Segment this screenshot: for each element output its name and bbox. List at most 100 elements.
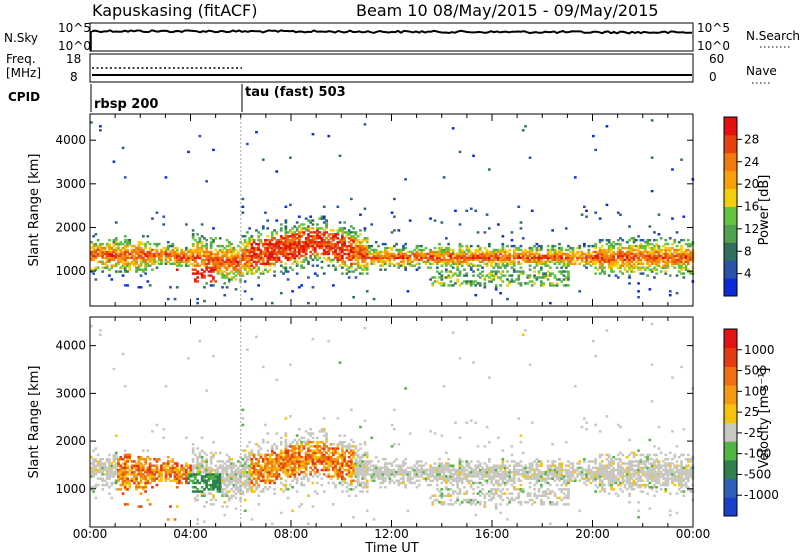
- velocity-cell: [108, 492, 111, 495]
- power-cell: [185, 223, 188, 225]
- velocity-cell: [434, 495, 437, 498]
- velocity-cell: [101, 465, 104, 468]
- velocity-cell: [115, 482, 118, 485]
- power-cell: [194, 239, 197, 241]
- velocity-cell: [169, 505, 172, 508]
- velocity-cell: [228, 482, 231, 485]
- velocity-cell: [251, 452, 254, 455]
- velocity-cell: [400, 469, 403, 472]
- power-cell: [391, 247, 394, 249]
- power-cell: [556, 282, 559, 284]
- power-cell: [664, 270, 667, 272]
- velocity-cell: [275, 469, 278, 472]
- velocity-cell: [370, 469, 373, 472]
- velocity-cell: [352, 462, 355, 465]
- velocity-cell: [140, 462, 143, 465]
- velocity-cell: [305, 473, 308, 476]
- velocity-cell: [235, 477, 238, 480]
- power-cell: [549, 282, 552, 284]
- velocity-cell: [124, 449, 127, 452]
- velocity-cell: [332, 503, 335, 506]
- power-cell: [266, 235, 269, 237]
- power-cell: [101, 243, 104, 245]
- velocity-cell: [291, 441, 294, 444]
- beam-date-title: Beam 10 08/May/2015 - 09/May/2015: [356, 1, 659, 20]
- power-cell: [128, 257, 131, 259]
- power-cell: [678, 270, 681, 272]
- velocity-cell: [341, 456, 344, 459]
- freq-label: Freq.: [6, 52, 36, 66]
- power-cell: [676, 245, 679, 247]
- velocity-cell: [199, 340, 202, 343]
- power-cell: [678, 253, 681, 255]
- velocity-cell: [350, 439, 353, 442]
- velocity-cell: [260, 469, 263, 472]
- velocity-cell: [409, 432, 412, 435]
- power-cell: [235, 278, 238, 280]
- velocity-cell: [373, 477, 376, 480]
- velocity-cell: [364, 452, 367, 455]
- power-cell: [583, 206, 586, 208]
- velocity-cell: [135, 484, 138, 487]
- velocity-cell: [223, 488, 226, 491]
- power-cell: [391, 231, 394, 233]
- power-cell: [463, 269, 466, 271]
- power-cell: [201, 269, 204, 271]
- velocity-cell: [262, 490, 265, 493]
- power-cell: [658, 233, 661, 235]
- power-cell: [210, 274, 213, 276]
- velocity-cell: [205, 473, 208, 476]
- power-cell: [474, 249, 477, 251]
- velocity-cell: [298, 456, 301, 459]
- velocity-cell: [314, 465, 317, 468]
- nsky-tick-bottom: 10^0: [58, 39, 91, 53]
- velocity-cell: [255, 336, 258, 339]
- power-cell: [275, 251, 278, 253]
- velocity-cell: [269, 473, 272, 476]
- velocity-cell: [108, 458, 111, 461]
- velocity-cell: [316, 475, 319, 478]
- power-cell: [343, 261, 346, 263]
- velocity-cell: [334, 452, 337, 455]
- velocity-cell: [223, 492, 226, 495]
- power-cell: [479, 265, 482, 267]
- velocity-cell: [221, 473, 224, 476]
- power-cell: [285, 206, 288, 208]
- velocity-cell: [416, 469, 419, 472]
- power-cell: [343, 221, 346, 223]
- velocity-cell: [341, 477, 344, 480]
- velocity-cell: [149, 503, 152, 506]
- velocity-cell: [321, 447, 324, 450]
- velocity-cell: [212, 486, 215, 489]
- power-cell: [601, 263, 604, 265]
- velocity-cell: [355, 486, 358, 489]
- velocity-cell: [235, 473, 238, 476]
- power-cell: [463, 280, 466, 282]
- power-cell: [508, 274, 511, 276]
- velocity-cell: [242, 482, 245, 485]
- velocity-cell: [341, 484, 344, 487]
- power-cell: [547, 245, 550, 247]
- power-cell: [533, 274, 536, 276]
- power-cell: [266, 227, 269, 229]
- power-cell: [251, 235, 254, 237]
- power-cell: [244, 280, 247, 282]
- velocity-cell: [199, 473, 202, 476]
- power-cell: [192, 229, 195, 231]
- power-cell: [357, 245, 360, 247]
- power-cell: [212, 227, 215, 229]
- power-cell: [429, 217, 432, 219]
- power-cell: [649, 265, 652, 267]
- velocity-cell: [280, 456, 283, 459]
- velocity-cell: [420, 460, 423, 463]
- power-cell: [511, 274, 514, 276]
- velocity-cell: [431, 469, 434, 472]
- power-cell: [312, 286, 315, 288]
- power-cell: [196, 280, 199, 282]
- power-cell: [271, 243, 274, 245]
- power-cell: [183, 261, 186, 263]
- velocity-cell: [357, 460, 360, 463]
- power-cell: [242, 206, 245, 208]
- velocity-cell: [201, 465, 204, 468]
- power-cell: [257, 231, 260, 233]
